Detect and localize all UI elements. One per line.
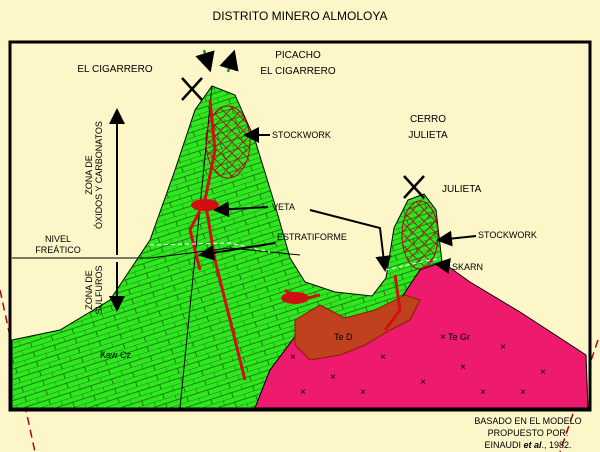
water-table [12,247,301,259]
zone-label: ZONA DE [84,155,94,195]
svg-text:×: × [480,387,486,398]
callout-label: SKARN [452,262,483,272]
title: DISTRITO MINERO ALMOLOYA [213,9,388,23]
zone-label: SULFUROS [94,265,104,314]
svg-text:×: × [540,367,546,378]
place-label: CERRO [410,114,446,125]
mine-icon [181,77,425,199]
svg-text:×: × [460,362,466,373]
zone-label: ZONA DE [84,270,94,310]
te-d-body [294,294,421,361]
svg-text:×: × [360,387,366,398]
limestone-beds [12,86,442,408]
water-table-label: FREÁTICO [35,245,81,255]
vein-pod [191,199,219,211]
source-author: EINAUDI [484,440,521,450]
intrusion-marks: × × × × × × × × × × × × [290,332,546,398]
source-text: PROPUESTO POR: [488,428,569,438]
svg-text:×: × [520,387,526,398]
callout-label: ESTRATIFORME [277,232,347,242]
callout-label: VETA [272,202,295,212]
stockwork-zone [401,200,439,270]
svg-text:×: × [300,387,306,398]
svg-text:×: × [440,332,446,343]
place-label: JULIETA [408,130,448,141]
water-table-label: NIVEL [45,234,71,244]
svg-text:×: × [290,352,296,363]
source-etal: et al [523,440,542,450]
source-text: EINAUDI et al., 1982. [484,440,571,450]
unit-label: Te D [334,332,353,342]
svg-text:×: × [500,342,506,353]
place-label: PICACHO [275,50,321,61]
svg-text:×: × [420,377,426,388]
place-label: JULIETA [442,184,482,195]
water-table-dash [384,257,441,271]
water-table-dash [149,242,271,253]
callout-label: STOCKWORK [478,230,537,240]
source-year: ., 1982. [542,440,572,450]
svg-text:×: × [330,372,336,383]
source-text: BASADO EN EL MODELO [474,416,581,426]
svg-text:×: × [380,352,386,363]
zone-label: ÓXIDOS Y CARBONATOS [94,121,104,229]
unit-label: Te Gr [448,332,470,342]
place-label: EL CIGARRERO [77,64,152,75]
vein-pod [281,292,309,304]
unit-label: Kaw Cz [100,350,132,360]
callout-arrows [198,127,477,274]
callout-label: STOCKWORK [272,130,331,140]
place-label: EL CIGARRERO [260,66,335,77]
fault-arrows [195,49,239,73]
